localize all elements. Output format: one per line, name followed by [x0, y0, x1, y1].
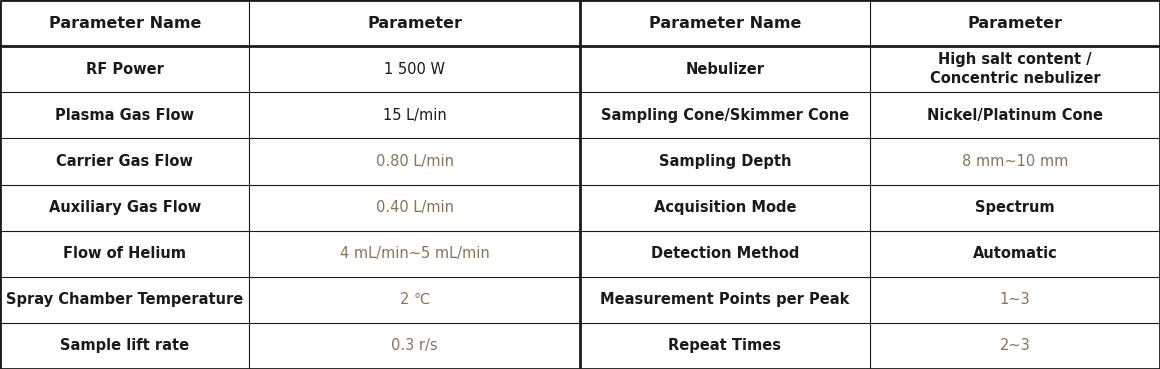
Text: Parameter: Parameter — [368, 15, 462, 31]
Text: Parameter: Parameter — [967, 15, 1063, 31]
Text: 2 ℃: 2 ℃ — [399, 292, 430, 307]
Text: Spectrum: Spectrum — [976, 200, 1054, 215]
Text: Nickel/Platinum Cone: Nickel/Platinum Cone — [927, 108, 1103, 123]
Text: 0.40 L/min: 0.40 L/min — [376, 200, 454, 215]
Text: 0.3 r/s: 0.3 r/s — [391, 338, 438, 354]
Text: High salt content /
Concentric nebulizer: High salt content / Concentric nebulizer — [929, 52, 1101, 86]
Text: Sampling Depth: Sampling Depth — [659, 154, 791, 169]
Text: 2~3: 2~3 — [1000, 338, 1030, 354]
Text: 15 L/min: 15 L/min — [383, 108, 447, 123]
Text: 8 mm~10 mm: 8 mm~10 mm — [962, 154, 1068, 169]
Text: Parameter Name: Parameter Name — [648, 15, 802, 31]
Text: Repeat Times: Repeat Times — [668, 338, 782, 354]
Text: Parameter Name: Parameter Name — [49, 15, 201, 31]
Text: Nebulizer: Nebulizer — [686, 62, 764, 77]
Text: 4 mL/min~5 mL/min: 4 mL/min~5 mL/min — [340, 246, 490, 261]
Text: Flow of Helium: Flow of Helium — [63, 246, 187, 261]
Text: Automatic: Automatic — [972, 246, 1058, 261]
Text: 0.80 L/min: 0.80 L/min — [376, 154, 454, 169]
Text: Auxiliary Gas Flow: Auxiliary Gas Flow — [49, 200, 201, 215]
Text: Detection Method: Detection Method — [651, 246, 799, 261]
Text: Sampling Cone/Skimmer Cone: Sampling Cone/Skimmer Cone — [601, 108, 849, 123]
Text: 1~3: 1~3 — [1000, 292, 1030, 307]
Text: Acquisition Mode: Acquisition Mode — [654, 200, 796, 215]
Text: 1 500 W: 1 500 W — [384, 62, 445, 77]
Text: Spray Chamber Temperature: Spray Chamber Temperature — [6, 292, 244, 307]
Text: Carrier Gas Flow: Carrier Gas Flow — [57, 154, 193, 169]
Text: Plasma Gas Flow: Plasma Gas Flow — [56, 108, 194, 123]
Text: Sample lift rate: Sample lift rate — [60, 338, 189, 354]
Text: RF Power: RF Power — [86, 62, 164, 77]
Text: Measurement Points per Peak: Measurement Points per Peak — [601, 292, 849, 307]
